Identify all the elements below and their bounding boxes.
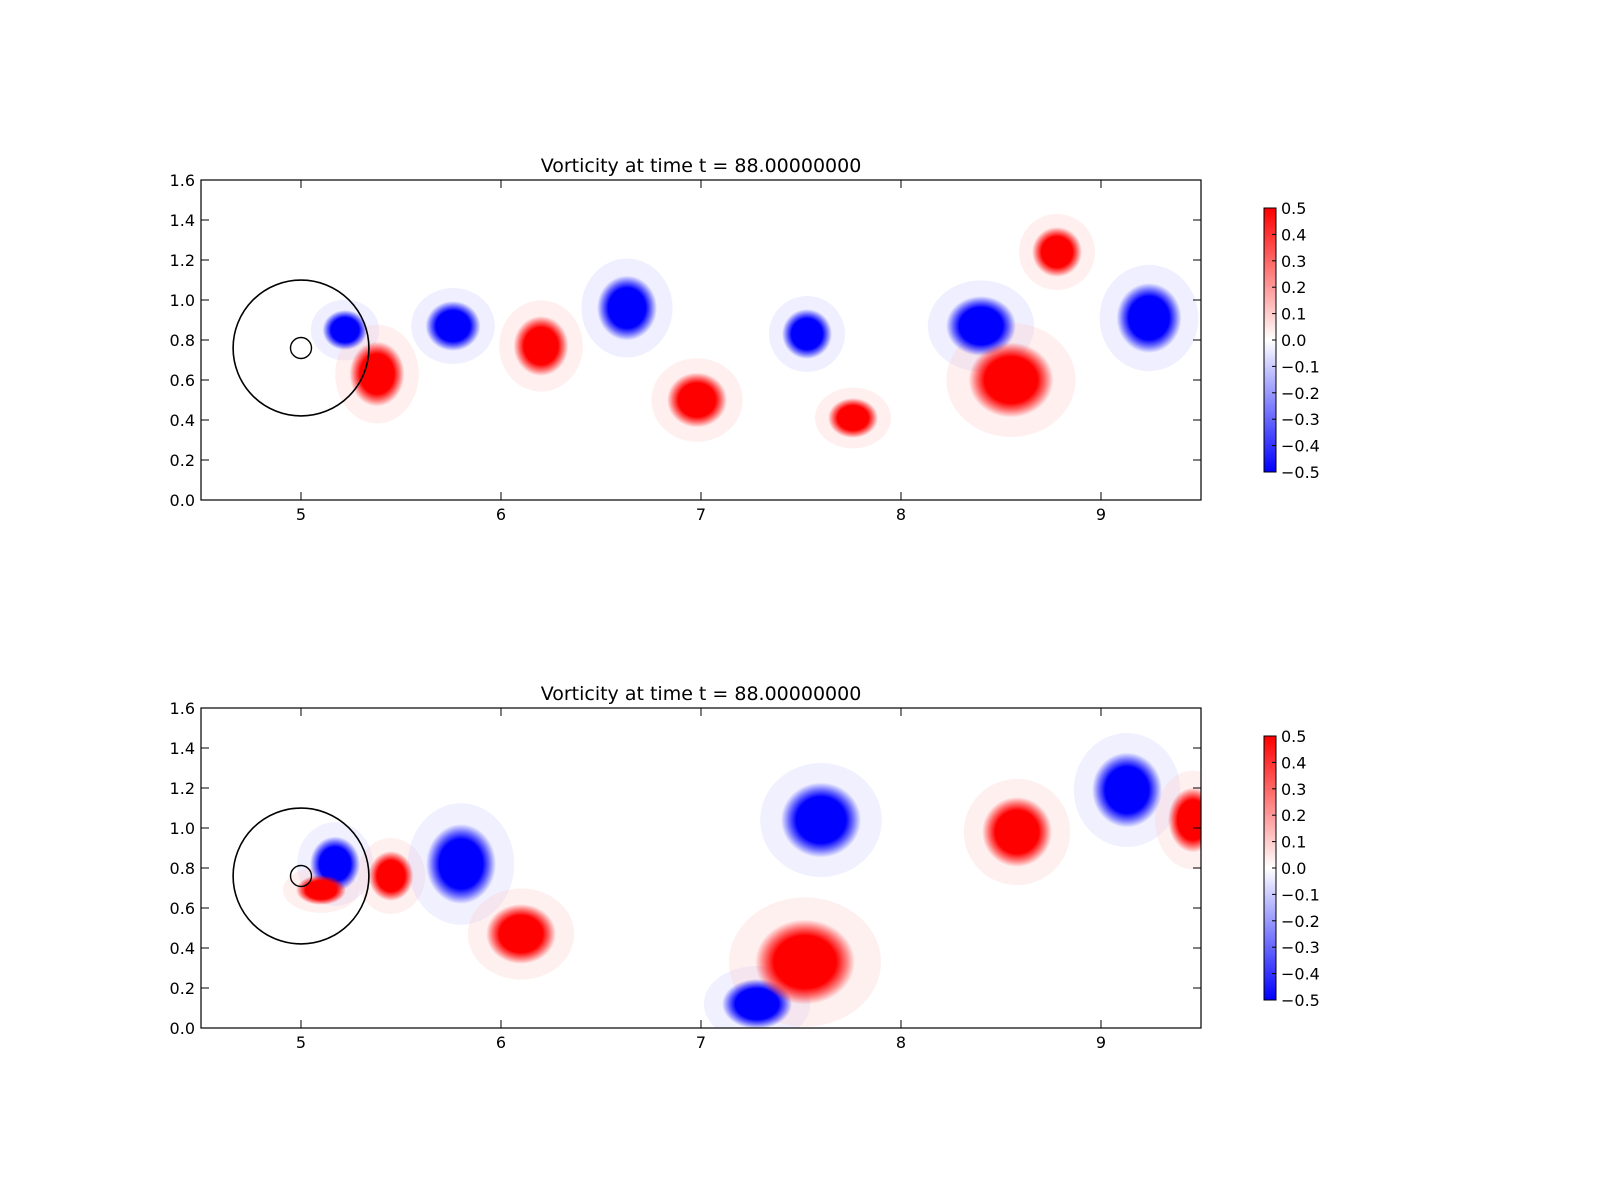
x-tick-label: 9 [1096, 1033, 1106, 1052]
y-tick-label: 0.2 [170, 451, 195, 470]
y-tick-label: 1.6 [170, 699, 195, 718]
colorbar-tick-label: −0.3 [1281, 938, 1320, 957]
vortex-negative [946, 296, 1016, 356]
colorbar-tick-label: −0.4 [1281, 965, 1320, 984]
vorticity-field [232, 733, 1201, 1028]
panel-bottom: 5 6 7 8 9 0.0 0.2 0.4 0.6 0.8 1.0 1.2 1.4 1.6 Vorticit… [170, 683, 1320, 1052]
y-tick-label: 0.8 [170, 331, 195, 350]
vortex-positive [982, 797, 1052, 867]
vortex-positive [755, 919, 855, 1005]
vortex-negative [322, 310, 368, 350]
y-tick-label: 0.6 [170, 899, 195, 918]
vortex-positive [486, 904, 556, 964]
vortex-positive [1168, 787, 1201, 853]
colorbar-tick-label: −0.1 [1281, 885, 1320, 904]
colorbar-tick-label: −0.5 [1281, 991, 1320, 1010]
vortex-positive [968, 342, 1054, 418]
colorbar-tick-label: −0.2 [1281, 384, 1320, 403]
colorbar-tick-label: 0.1 [1281, 833, 1306, 852]
y-tick-label: 1.4 [170, 739, 195, 758]
colorbar-tick-label: −0.4 [1281, 437, 1320, 456]
y-tick-label: 0.0 [170, 491, 195, 510]
colorbar-tick-label: 0.4 [1281, 225, 1306, 244]
vortex-negative [425, 301, 481, 351]
vortex-negative [1116, 283, 1182, 353]
y-tick-label: 1.2 [170, 779, 195, 798]
y-tick-label: 1.6 [170, 171, 195, 190]
y-tick-label: 0.4 [170, 939, 195, 958]
y-tick-label: 0.6 [170, 371, 195, 390]
cylinder-circle [289, 864, 313, 888]
vortex-positive [667, 372, 727, 428]
y-tick-label: 1.0 [170, 291, 195, 310]
y-tick-label: 1.2 [170, 251, 195, 270]
y-tick-label: 0.2 [170, 979, 195, 998]
colorbar-tick-label: 0.2 [1281, 278, 1306, 297]
colorbar-tick-label: 0.5 [1281, 199, 1306, 218]
vortex-negative [426, 824, 496, 904]
x-tick-label: 8 [896, 1033, 906, 1052]
colorbar-tick-label: −0.5 [1281, 463, 1320, 482]
x-tick-label: 8 [896, 505, 906, 524]
colorbar-tick-label: 0.0 [1281, 859, 1306, 878]
colorbar-tick-label: 0.3 [1281, 780, 1306, 799]
colorbar-tick-label: −0.3 [1281, 410, 1320, 429]
colorbar-tick-label: −0.1 [1281, 357, 1320, 376]
vortex-positive [1032, 227, 1082, 277]
colorbar-tick-label: 0.3 [1281, 252, 1306, 271]
vortex-positive [828, 398, 878, 438]
colorbar-tick-label: 0.4 [1281, 753, 1306, 772]
x-tick-label: 9 [1096, 505, 1106, 524]
vortex-negative [782, 309, 832, 359]
vorticity-field [232, 214, 1199, 449]
vortex-positive [349, 341, 405, 407]
outer-circle [232, 279, 370, 417]
y-tick-label: 1.4 [170, 211, 195, 230]
panel-top: 5 6 7 8 9 0.0 0.2 0.4 0.6 0.8 1.0 1.2 1.4 1.6 Vorticit… [170, 155, 1320, 524]
colorbar-tick-label: 0.1 [1281, 305, 1306, 324]
x-tick-label: 5 [296, 505, 306, 524]
colorbar-tick-label: −0.2 [1281, 912, 1320, 931]
vortex-positive [368, 851, 414, 901]
wake-shading [310, 214, 1199, 449]
y-tick-label: 0.0 [170, 1019, 195, 1038]
y-tick-label: 1.0 [170, 819, 195, 838]
colorbar-tick-label: 0.2 [1281, 806, 1306, 825]
colorbar-tick-label: 0.0 [1281, 331, 1306, 350]
vortex-positive [513, 316, 569, 376]
plot-area [201, 180, 1201, 500]
y-tick-label: 0.4 [170, 411, 195, 430]
vortex-positive [296, 875, 346, 905]
cylinder-circle [289, 336, 313, 360]
vortex-negative [781, 782, 861, 858]
x-tick-label: 7 [696, 505, 706, 524]
x-tick-label: 5 [296, 1033, 306, 1052]
y-tick-label: 0.8 [170, 859, 195, 878]
plot-area [201, 708, 1201, 1028]
vortex-negative [1092, 752, 1162, 828]
chart-title: Vorticity at time t = 88.00000000 [541, 155, 862, 177]
outer-circle [232, 807, 370, 945]
x-tick-label: 7 [696, 1033, 706, 1052]
x-tick-label: 6 [496, 505, 506, 524]
chart-title: Vorticity at time t = 88.00000000 [541, 683, 862, 705]
vortex-negative [597, 275, 657, 341]
colorbar-tick-label: 0.5 [1281, 727, 1306, 746]
x-tick-label: 6 [496, 1033, 506, 1052]
